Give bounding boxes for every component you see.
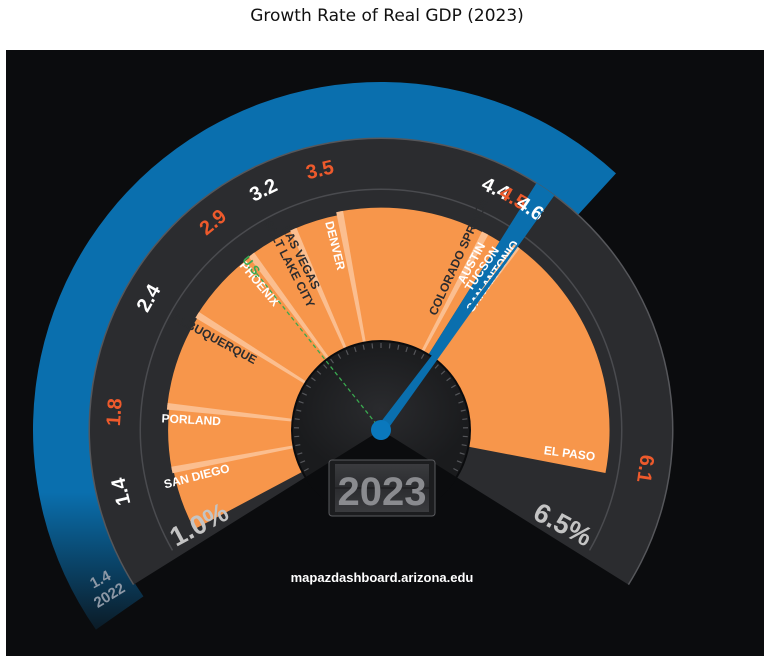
chart-panel: 2023 1.0% 6.5% 1.4 SAN DIEGO 1.8 PORLAND 2.4 AL… xyxy=(6,50,764,656)
wedge-3 xyxy=(197,255,340,393)
reference-line xyxy=(256,273,382,431)
wedge-6 xyxy=(339,207,486,369)
hub-tick-10 xyxy=(306,384,312,389)
wedge-4 xyxy=(251,230,353,374)
wedge-7 xyxy=(413,233,500,371)
hub-tick-31 xyxy=(455,392,461,396)
hub-tick-8 xyxy=(298,400,304,404)
wedge-separator-5 xyxy=(290,227,354,367)
hub-tick-21 xyxy=(388,343,391,349)
hub-tick-15 xyxy=(337,353,342,359)
footer-url: mapazdashboard.arizona.edu xyxy=(291,570,474,585)
city-label-9: EL PASO xyxy=(543,443,596,463)
hub-tick-29 xyxy=(446,377,451,382)
hub-tick-6 xyxy=(294,418,300,421)
hub-tick-25 xyxy=(420,353,425,359)
hub-tick-0 xyxy=(303,467,309,472)
hub-tick-23 xyxy=(405,346,409,353)
wedge-5 xyxy=(293,214,368,366)
hub-tick-40 xyxy=(453,467,459,472)
hub-tick-1 xyxy=(300,460,306,464)
hub-tick-37 xyxy=(461,444,467,447)
needle xyxy=(376,196,554,433)
hub-tick-14 xyxy=(330,358,334,364)
hub-tick-3 xyxy=(295,444,301,447)
wedge-2 xyxy=(167,315,322,423)
hub-tick-28 xyxy=(440,370,446,375)
hub-tick-33 xyxy=(460,409,466,412)
hub-tick-34 xyxy=(462,418,468,421)
hub-tick-24 xyxy=(413,350,417,356)
hub-tick-18 xyxy=(362,344,365,350)
hub-tick-7 xyxy=(296,409,302,412)
hub-tick-19 xyxy=(371,343,374,349)
hub-tick-11 xyxy=(311,377,316,382)
hub-tick-30 xyxy=(450,384,456,389)
hub-tick-2 xyxy=(297,452,303,455)
year-label: 2023 xyxy=(338,470,427,514)
hub-tick-13 xyxy=(323,364,328,369)
hub-tick-32 xyxy=(458,400,464,404)
chart-title: Growth Rate of Real GDP (2023) xyxy=(250,6,524,26)
value-label-9: 6.1 xyxy=(632,453,658,484)
hub-tick-39 xyxy=(456,460,462,464)
hub-tick-9 xyxy=(301,392,307,396)
hub-tick-22 xyxy=(397,344,400,350)
wedge-separator-3 xyxy=(195,311,323,394)
hub-tick-12 xyxy=(316,370,322,375)
wedge-1 xyxy=(168,406,313,471)
city-label-1: PORLAND xyxy=(161,411,221,428)
wedge-separator-4 xyxy=(248,252,341,375)
hub-tick-16 xyxy=(345,350,349,356)
wedge-separator-2 xyxy=(166,402,312,424)
hub-tick-38 xyxy=(459,452,465,455)
needle-hub xyxy=(371,420,391,440)
wedge-separator-1 xyxy=(171,442,313,474)
hub-tick-17 xyxy=(353,346,357,353)
hub-tick-27 xyxy=(434,364,439,369)
wedge-separator-6 xyxy=(336,210,370,362)
wedge-8 xyxy=(418,182,555,374)
value-label-1: 1.8 xyxy=(103,398,127,427)
wedge-separator-7 xyxy=(412,231,489,369)
